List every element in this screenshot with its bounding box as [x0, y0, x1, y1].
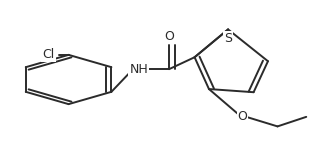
Text: Cl: Cl	[42, 48, 55, 61]
Text: S: S	[224, 32, 232, 45]
Text: O: O	[238, 110, 247, 123]
Text: NH: NH	[130, 63, 148, 76]
Text: O: O	[164, 30, 174, 43]
